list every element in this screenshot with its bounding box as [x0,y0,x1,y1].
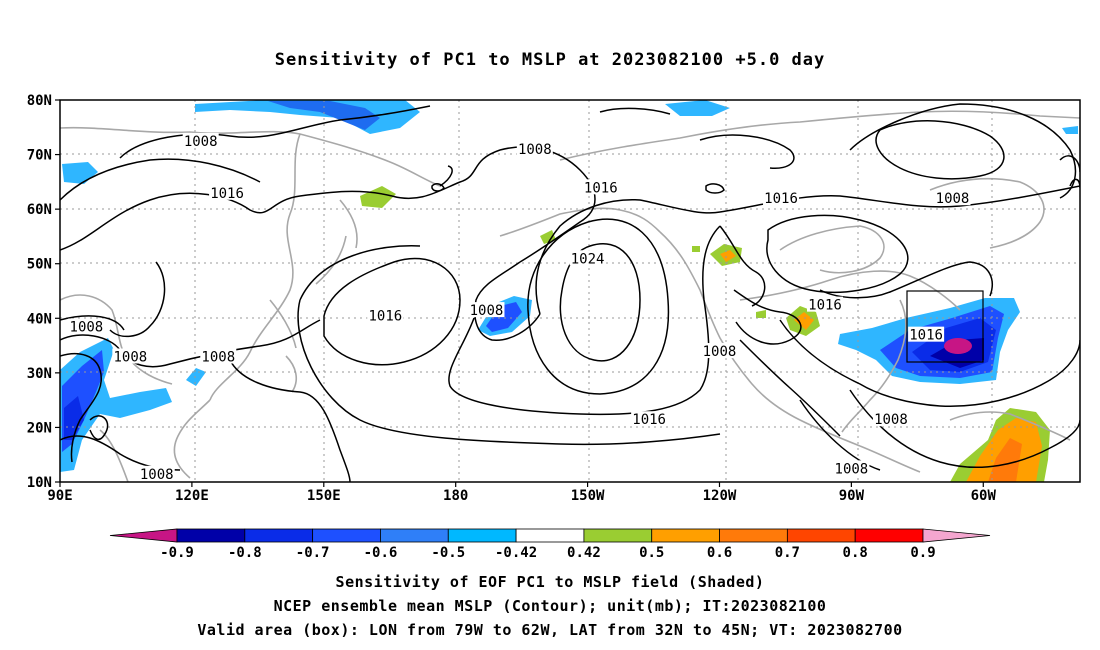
colorbar-label: -0.9 [160,545,194,561]
lat-tick-label: 10N [27,475,52,491]
colorbar-bin [312,528,381,543]
colorbar-bin [719,528,788,543]
colorbar-bin [176,528,246,543]
contour-label: 1008 [874,412,908,428]
colorbar-label: 0.9 [910,545,935,561]
colorbar-low-extend [109,528,178,543]
contour-label: 1008 [201,349,235,365]
contour-label: 1008 [518,142,552,158]
colorbar-label: 0.5 [639,545,664,561]
colorbar-high-extend [922,528,991,543]
colorbar-bin [651,528,720,543]
lat-tick-label: 40N [27,311,52,327]
lon-tick-label: 120W [703,488,737,504]
contour-label: 1008 [184,134,218,150]
longitude-axis: 90E 120E 150E 180 150W 120W 90W 60W [47,482,996,504]
contour-label: 1008 [835,461,869,477]
contour-label: 1008 [70,319,104,335]
coastlines [60,110,1080,482]
colorbar-bin [244,528,314,543]
colorbar-label: 0.8 [843,545,868,561]
colorbar-label: 0.7 [775,545,800,561]
colorbar-bin [515,528,585,543]
lon-tick-label: 120E [175,488,209,504]
contour-label: 1016 [210,186,244,202]
lat-tick-label: 20N [27,420,52,436]
colorbar-bin [380,528,449,543]
colorbar-label: -0.8 [228,545,262,561]
colorbar-label: -0.42 [495,545,537,561]
colorbar-bin [583,528,653,543]
contour-label: 1016 [808,298,842,314]
caption-line-3: Valid area (box): LON from 79W to 62W, L… [197,621,903,639]
contour-label: 1016 [584,180,618,196]
chart-title: Sensitivity of PC1 to MSLP at 2023082100… [274,50,826,70]
lon-tick-label: 180 [443,488,468,504]
contour-label: 1024 [571,251,605,267]
colorbar-label: -0.7 [296,545,330,561]
lon-tick-label: 150W [571,488,605,504]
colorbar-bin [447,528,517,543]
contour-label: 1008 [140,467,174,483]
colorbar-label: 0.6 [707,545,732,561]
lon-tick-label: 150E [307,488,341,504]
lat-tick-label: 70N [27,148,52,164]
colorbar-bin [854,528,924,543]
contour-labels: 1008 1016 1008 1016 1016 1008 1024 1008 1016 1016… [68,132,971,483]
graticule [60,100,1080,482]
map-frame [59,99,1081,483]
lon-tick-label: 60W [971,488,997,504]
contour-label: 1008 [936,191,970,207]
contour-label: 1008 [470,303,504,319]
contour-label: 1008 [703,344,737,360]
lat-tick-label: 80N [27,93,52,109]
lat-tick-label: 30N [27,366,52,382]
shade-positive-kamchatka [360,186,396,208]
caption-line-2: NCEP ensemble mean MSLP (Contour); unit(… [273,597,827,615]
colorbar: -0.9 -0.8 -0.7 -0.6 -0.5 -0.42 0.42 0.5 0.6 0.7 0.… [109,528,991,561]
contour-label: 1016 [632,412,666,428]
latitude-axis: 80N 70N 60N 50N 40N 30N 20N 10N [27,93,60,491]
valid-area-box [906,290,984,363]
colorbar-label: -0.5 [431,545,465,561]
lon-tick-label: 90E [47,488,72,504]
colorbar-label: 0.42 [567,545,601,561]
colorbar-label: -0.6 [364,545,398,561]
caption-line-1: Sensitivity of EOF PC1 to MSLP field (Sh… [335,573,765,591]
lat-tick-label: 60N [27,202,52,218]
contour-label: 1016 [368,309,402,325]
colorbar-bin [786,528,856,543]
contour-label: 1016 [764,191,798,207]
contour-label: 1008 [113,349,147,365]
mslp-contours [60,103,1080,482]
lat-tick-label: 50N [27,257,52,273]
lon-tick-label: 90W [839,488,865,504]
contour-label: 1016 [909,328,943,344]
